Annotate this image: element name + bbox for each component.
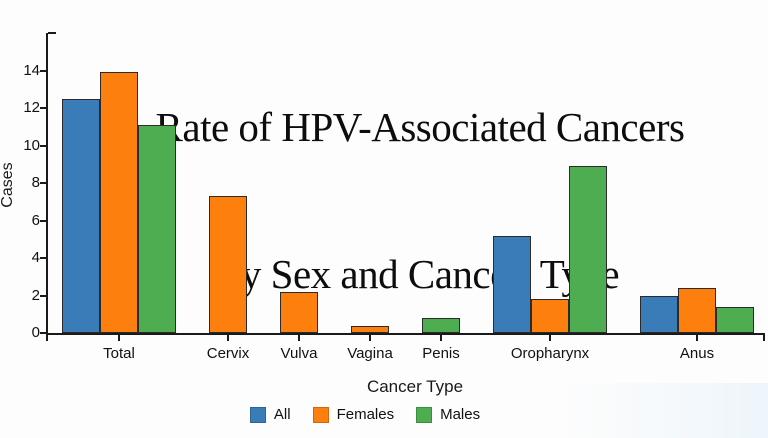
y-tick-label: 10 bbox=[23, 136, 40, 154]
bar-males-anus bbox=[716, 306, 754, 333]
bar-females-vulva bbox=[280, 291, 318, 333]
y-tick bbox=[40, 332, 47, 334]
x-tick bbox=[549, 335, 551, 341]
y-tick bbox=[40, 69, 47, 72]
x-tick bbox=[118, 335, 120, 341]
y-tick bbox=[40, 219, 47, 222]
x-axis-label: Cancer Type bbox=[366, 377, 464, 396]
x-tick-label: Anus bbox=[679, 345, 715, 362]
bar-all-oropharynx bbox=[493, 235, 531, 333]
y-tick-label: 14 bbox=[23, 61, 40, 79]
y-axis-top-cap bbox=[48, 32, 56, 34]
bar-males-penis bbox=[422, 318, 460, 333]
x-axis-end-tick bbox=[763, 335, 765, 341]
bar-all-anus bbox=[640, 295, 678, 333]
y-axis-line bbox=[46, 33, 48, 335]
legend-label-females: Females bbox=[336, 406, 395, 423]
x-tick bbox=[369, 335, 371, 341]
x-tick-label: Cervix bbox=[206, 345, 250, 362]
y-tick-label: 4 bbox=[31, 249, 40, 266]
y-tick-label: 12 bbox=[23, 99, 40, 116]
bar-females-vagina bbox=[351, 325, 389, 333]
legend-item-females: Females bbox=[312, 406, 395, 423]
x-axis-origin-tick bbox=[46, 335, 48, 341]
y-tick-label: 0 bbox=[31, 324, 40, 341]
bar-all-total bbox=[62, 98, 100, 333]
legend-item-males: Males bbox=[416, 406, 480, 423]
y-tick bbox=[40, 257, 47, 259]
y-tick-label: 6 bbox=[31, 211, 40, 229]
chart-title-line1: Rate of HPV-Associated Cancers bbox=[155, 104, 685, 150]
x-tick-label: Oropharynx bbox=[510, 345, 590, 362]
bar-females-oropharynx bbox=[531, 299, 569, 333]
legend-swatch-females bbox=[312, 406, 329, 423]
legend: All Females Males bbox=[0, 406, 730, 423]
y-tick bbox=[40, 144, 47, 147]
bar-females-total bbox=[100, 72, 138, 333]
x-axis-line bbox=[46, 333, 765, 335]
bar-females-anus bbox=[678, 288, 716, 333]
x-tick bbox=[440, 335, 442, 341]
legend-swatch-males bbox=[416, 406, 433, 423]
bar-females-cervix bbox=[209, 196, 247, 333]
legend-swatch-all bbox=[249, 406, 266, 423]
y-tick bbox=[40, 107, 47, 109]
bar-males-oropharynx bbox=[569, 166, 607, 333]
legend-label-males: Males bbox=[440, 406, 481, 423]
x-tick-label: Penis bbox=[422, 345, 460, 362]
y-tick-label: 8 bbox=[31, 174, 40, 191]
background-tint bbox=[558, 383, 768, 438]
y-tick-label: 2 bbox=[31, 286, 40, 304]
legend-label-all: All bbox=[273, 406, 291, 423]
x-tick bbox=[696, 335, 698, 341]
x-tick-label: Vagina bbox=[347, 345, 393, 362]
x-tick bbox=[227, 335, 229, 341]
legend-item-all: All bbox=[249, 406, 291, 423]
x-tick-label: Vulva bbox=[280, 345, 318, 362]
y-tick bbox=[40, 182, 47, 184]
x-tick-label: Total bbox=[103, 345, 135, 362]
bar-males-total bbox=[138, 124, 176, 333]
x-tick bbox=[298, 335, 300, 341]
y-tick bbox=[40, 294, 47, 297]
